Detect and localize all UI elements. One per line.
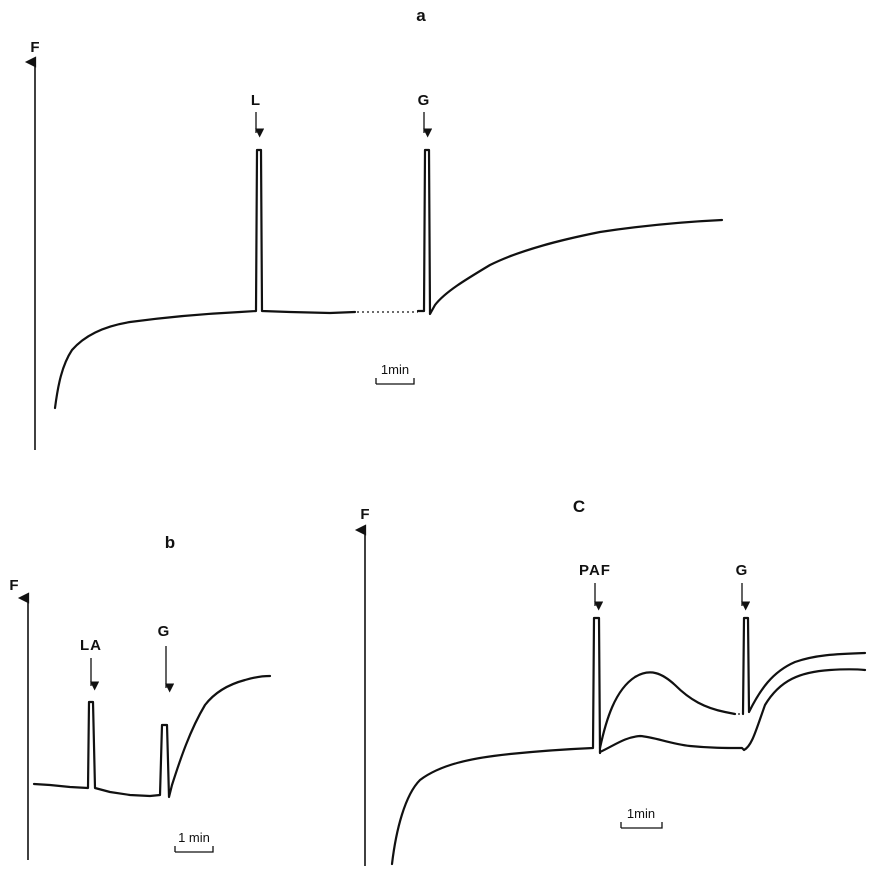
panel-c-trace-baseline — [390, 616, 602, 866]
panel-c-marker-g-label: G — [736, 562, 749, 579]
panel-a: a F L G 1min — [24, 6, 724, 450]
panel-a-label: a — [416, 6, 426, 25]
panel-a-marker-l-label: L — [251, 92, 261, 109]
panel-a-scale-label: 1min — [381, 362, 409, 377]
panel-a-scale-bar — [375, 378, 415, 385]
panel-b: b F LA G 1 min — [9, 533, 272, 860]
panel-a-trace — [53, 148, 357, 410]
panel-a-trace-2 — [416, 148, 724, 316]
panel-b-label: b — [165, 533, 175, 552]
panel-c-scale-bar — [620, 822, 663, 829]
panel-b-marker-la-label: LA — [80, 637, 102, 654]
panel-b-marker-g-label: G — [158, 623, 171, 640]
panel-c-marker-paf-label: PAF — [579, 562, 611, 579]
panel-c: C F PAF G 1min — [354, 497, 867, 866]
panel-c-trace-upper — [598, 671, 737, 750]
panel-b-scale-bar — [174, 846, 214, 853]
panel-c-y-axis-label: F — [360, 506, 369, 523]
panel-c-scale-label: 1min — [627, 806, 655, 821]
panel-a-y-axis-label: F — [30, 39, 39, 56]
panel-a-marker-g-label: G — [418, 92, 431, 109]
panel-c-label: C — [573, 497, 585, 516]
panel-b-trace — [32, 674, 272, 799]
panel-b-scale-label: 1 min — [178, 830, 210, 845]
panel-c-trace-lower — [598, 668, 867, 754]
panel-b-y-axis-label: F — [9, 577, 18, 594]
panel-c-trace-upper-2 — [741, 616, 867, 716]
